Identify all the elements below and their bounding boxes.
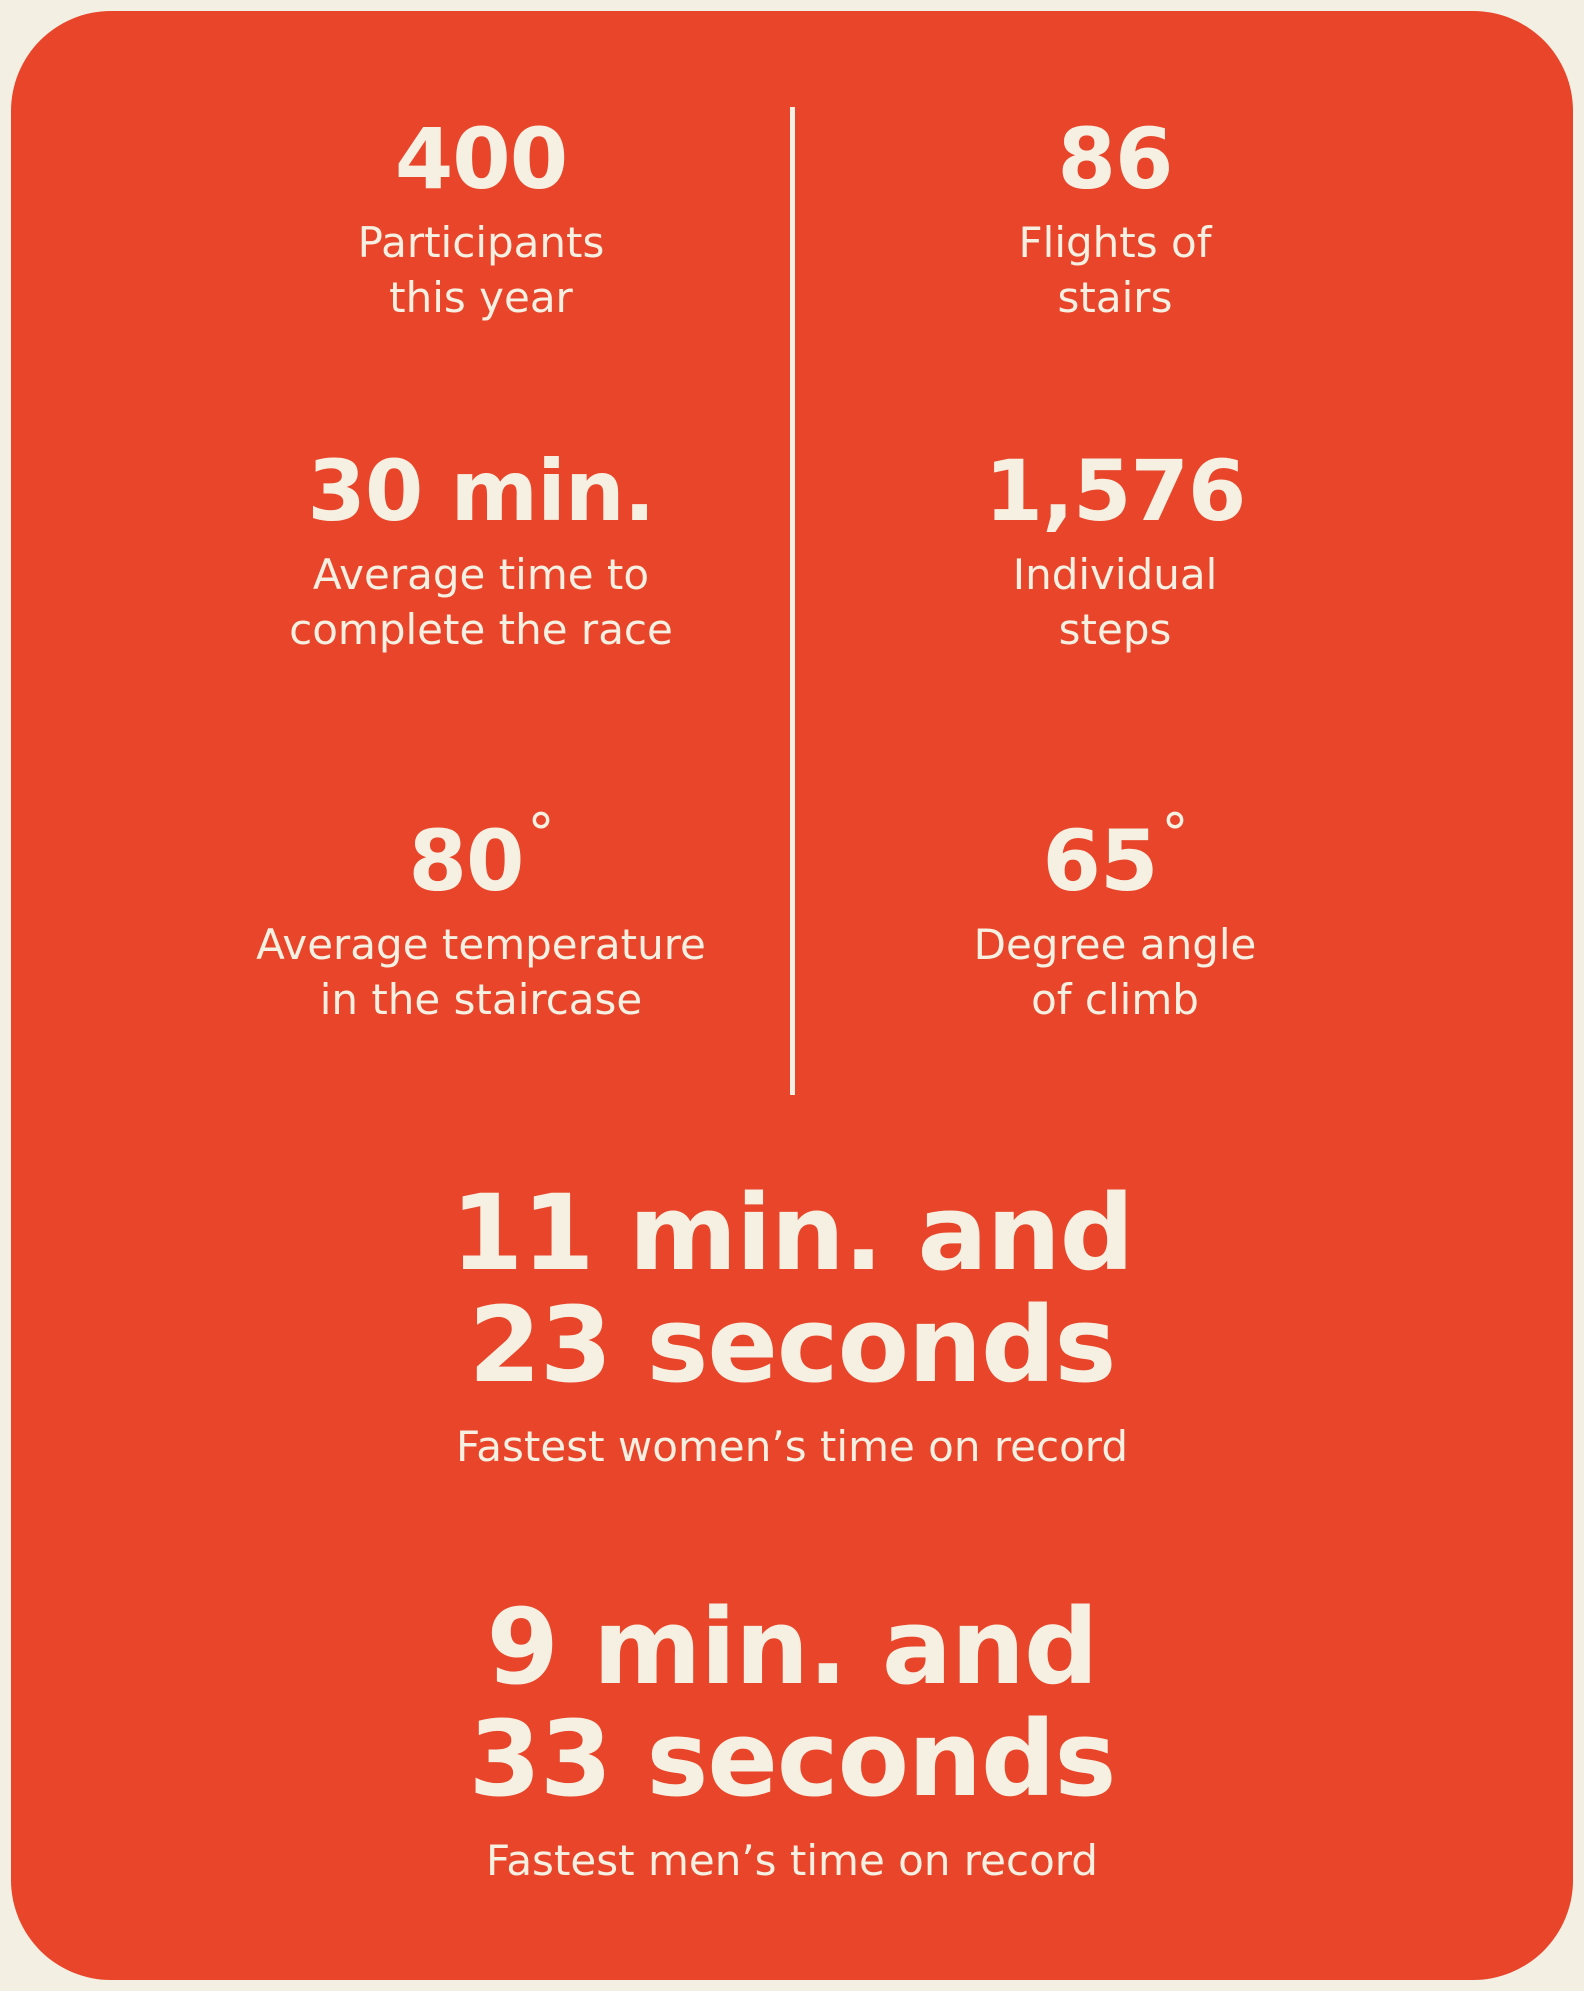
column-divider [790,107,795,1095]
record-men: 9 min. and 33 seconds Fastest men’s time… [11,1591,1573,1888]
record-label: Fastest women’s time on record [456,1422,1128,1471]
stat-label: Flights of stairs [1018,218,1212,322]
stat-steps: 1,576 Individual steps [805,441,1425,657]
stat-value: 86 [1057,110,1174,208]
record-value: 11 min. and 23 seconds [450,1172,1134,1406]
stat-label: Average time to complete the race [289,550,673,654]
record-women: 11 min. and 23 seconds Fastest women’s t… [11,1177,1573,1474]
stat-label: Degree angle of climb [973,920,1257,1024]
record-label: Fastest men’s time on record [486,1836,1098,1885]
degree-symbol: ° [1161,802,1188,865]
stat-label: Participants this year [357,218,605,322]
stat-value: 30 min. [307,442,655,540]
record-value: 9 min. and 33 seconds [468,1586,1117,1820]
stat-average-temperature: 80° Average temperature in the staircase [171,784,791,1027]
stat-angle: 65° Degree angle of climb [805,784,1425,1027]
stat-average-time: 30 min. Average time to complete the rac… [171,441,791,657]
stat-value: 1,576 [984,442,1247,540]
stat-flights: 86 Flights of stairs [805,109,1425,325]
stat-value: 65° [1042,802,1189,910]
stat-label: Individual steps [1012,550,1218,654]
stats-card: 400 Participants this year 30 min. Avera… [11,11,1573,1980]
degree-symbol: ° [527,802,554,865]
stat-label: Average temperature in the staircase [256,920,706,1024]
stat-value: 80° [408,802,555,910]
stat-participants: 400 Participants this year [171,109,791,325]
stat-value: 400 [394,110,568,208]
